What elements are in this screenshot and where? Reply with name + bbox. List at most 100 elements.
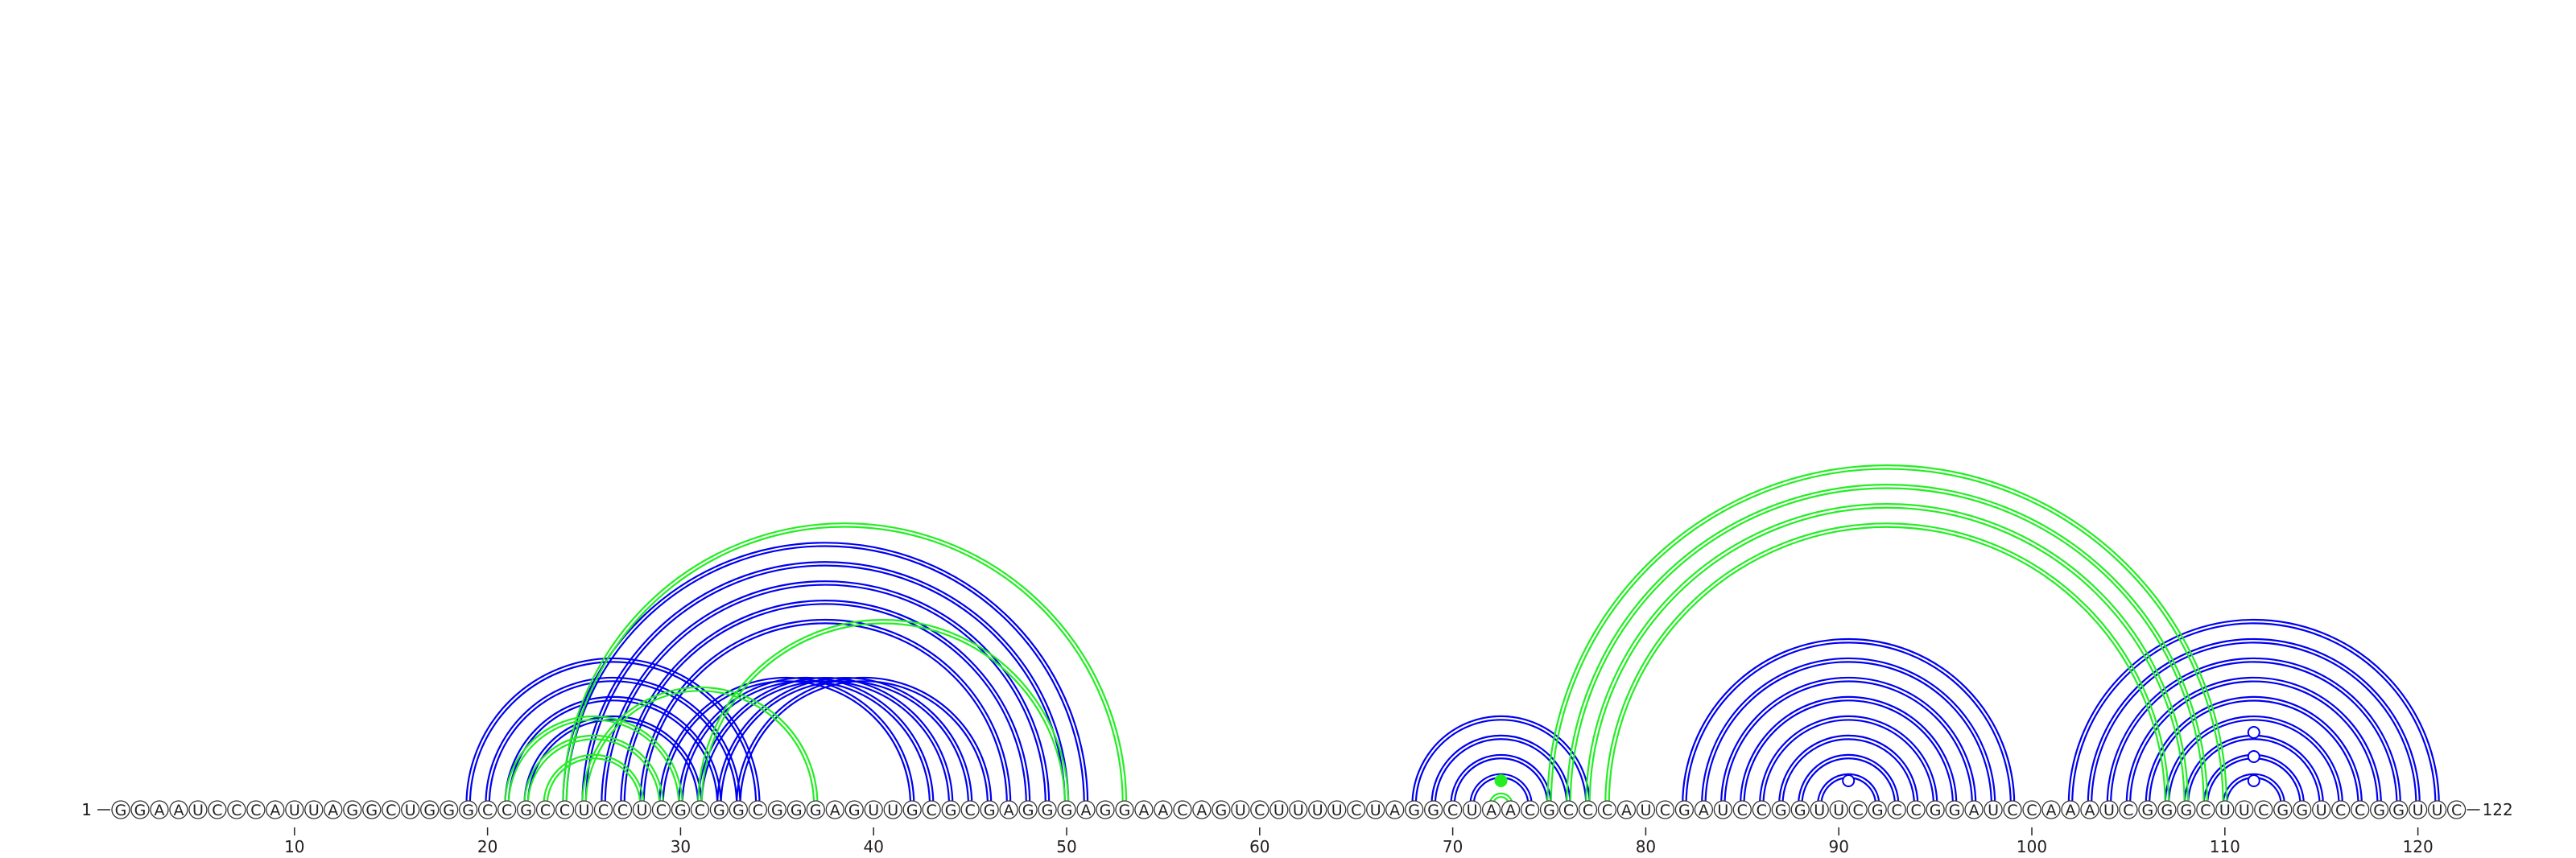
nucleotide-circle	[613, 800, 633, 819]
blue-arc-83-98	[1701, 657, 1996, 806]
nucleotide-circle	[2041, 800, 2061, 819]
nucleotide-circle	[266, 800, 285, 819]
nucleotide-circle	[729, 800, 749, 819]
nucleotide-26: C	[593, 800, 613, 819]
nucleotide-circle	[2157, 800, 2177, 819]
nucleotide-letter: G	[2373, 802, 2385, 819]
blue-arc-103-120	[2091, 641, 2417, 806]
nucleotide-60: C	[1250, 800, 1269, 819]
nucleotide-95: G	[1926, 800, 1945, 819]
nucleotide-circle	[362, 800, 382, 819]
nucleotide-circle	[2061, 800, 2080, 819]
nucleotide-letter: A	[1389, 802, 1400, 819]
nucleotide-19: G	[458, 800, 478, 819]
blue-arc-30-43	[681, 680, 931, 806]
nucleotide-120: U	[2408, 800, 2428, 819]
nucleotide-circle	[1501, 800, 1521, 819]
nucleotide-circle	[1655, 800, 1675, 819]
nucleotide-44: G	[941, 800, 960, 819]
nucleotide-6: C	[208, 800, 227, 819]
nucleotide-letter: C	[1351, 802, 1361, 819]
nucleotide-letter: U	[1467, 802, 1478, 819]
tick-label-80: 80	[1636, 837, 1656, 856]
nucleotide-letter: A	[1004, 802, 1014, 819]
nucleotide-circle	[1096, 800, 1115, 819]
nucleotide-circle	[2196, 800, 2215, 819]
nucleotide-letter: G	[1930, 802, 1942, 819]
nucleotide-68: G	[1405, 800, 1424, 819]
nucleotide-letter: G	[2142, 802, 2154, 819]
green-arc-77-108	[1585, 503, 2190, 806]
nucleotide-letter: G	[848, 802, 861, 819]
blue-arc-27-48	[620, 599, 1031, 806]
nucleotide-circle	[1964, 800, 1984, 819]
nucleotide-letter: C	[2123, 802, 2133, 819]
nucleotide-letter: C	[2026, 802, 2037, 819]
nucleotide-circle	[2099, 800, 2119, 819]
nucleotide-115: U	[2312, 800, 2331, 819]
nucleotide-circle	[208, 800, 227, 819]
nucleotide-letter: A	[173, 802, 184, 819]
nucleotide-circle	[2427, 800, 2447, 819]
nucleotide-circle	[748, 800, 767, 819]
nucleotide-70: C	[1443, 800, 1463, 819]
nucleotide-letter: G	[1100, 802, 1112, 819]
nucleotide-circle	[1173, 800, 1192, 819]
nucleotide-letter: G	[443, 802, 455, 819]
nucleotide-circle	[2254, 800, 2273, 819]
nucleotide-circle	[2022, 800, 2041, 819]
nucleotide-circle	[1887, 800, 1906, 819]
blue-arc-104-119	[2106, 657, 2401, 806]
blue-arc-24-51	[565, 545, 1085, 806]
nucleotide-letter: C	[2451, 802, 2462, 819]
nucleotide-58: G	[1212, 800, 1231, 819]
green-arc-75-110	[1550, 468, 2224, 806]
nucleotide-91: C	[1848, 800, 1868, 819]
nucleotide-letter: C	[1447, 802, 1458, 819]
nucleotide-letter: G	[945, 802, 957, 819]
nucleotide-41: U	[883, 800, 902, 819]
nucleotide-circle	[1984, 800, 2003, 819]
nucleotide-107: G	[2157, 800, 2177, 819]
nucleotide-62: U	[1289, 800, 1308, 819]
nucleotide-circle	[1926, 800, 1945, 819]
sequence-end-label: 122	[2483, 800, 2513, 819]
nucleotide-letter: A	[2084, 802, 2095, 819]
nucleotide-letter: U	[868, 802, 879, 819]
tick-label-120: 120	[2403, 837, 2434, 856]
nucleotide-letter: G	[1678, 802, 1690, 819]
nucleotide-letter: A	[2046, 802, 2057, 819]
nucleotide-circle	[1578, 800, 1598, 819]
nucleotide-letter: C	[2355, 802, 2365, 819]
blue-arc-82-99	[1682, 637, 2016, 806]
nucleotide-letter: G	[1427, 802, 1439, 819]
blue-arc-88-93	[1801, 757, 1897, 806]
nucleotide-22: G	[516, 800, 536, 819]
nucleotide-circle	[2138, 800, 2157, 819]
nucleotide-letter: U	[1370, 802, 1381, 819]
nucleotide-letter: U	[579, 802, 590, 819]
nucleotide-circle	[111, 800, 130, 819]
nucleotide-circle	[1018, 800, 1038, 819]
blue-arc-33-46	[739, 680, 989, 806]
nucleotide-letter: C	[2335, 802, 2346, 819]
nucleotide-113: G	[2273, 800, 2293, 819]
nucleotide-52: G	[1096, 800, 1115, 819]
nucleotide-letter: C	[656, 802, 667, 819]
nucleotide-circle	[1057, 800, 1076, 819]
nucleotide-29: C	[651, 800, 671, 819]
nucleotide-letter: C	[482, 802, 493, 819]
nucleotide-circle	[1327, 800, 1347, 819]
nucleotide-letter: G	[2277, 802, 2289, 819]
nucleotide-letter: G	[1408, 802, 1420, 819]
nucleotide-93: C	[1887, 800, 1906, 819]
nucleotide-letter: U	[2316, 802, 2327, 819]
nucleotide-circle	[593, 800, 613, 819]
nucleotide-circle	[458, 800, 478, 819]
nucleotide-letter: G	[423, 802, 436, 819]
nucleotide-letter: U	[192, 802, 204, 819]
nucleotide-letter: A	[2065, 802, 2075, 819]
nucleotide-letter: G	[1872, 802, 1884, 819]
nucleotide-34: C	[748, 800, 767, 819]
green-arc-78-107	[1608, 526, 2166, 806]
